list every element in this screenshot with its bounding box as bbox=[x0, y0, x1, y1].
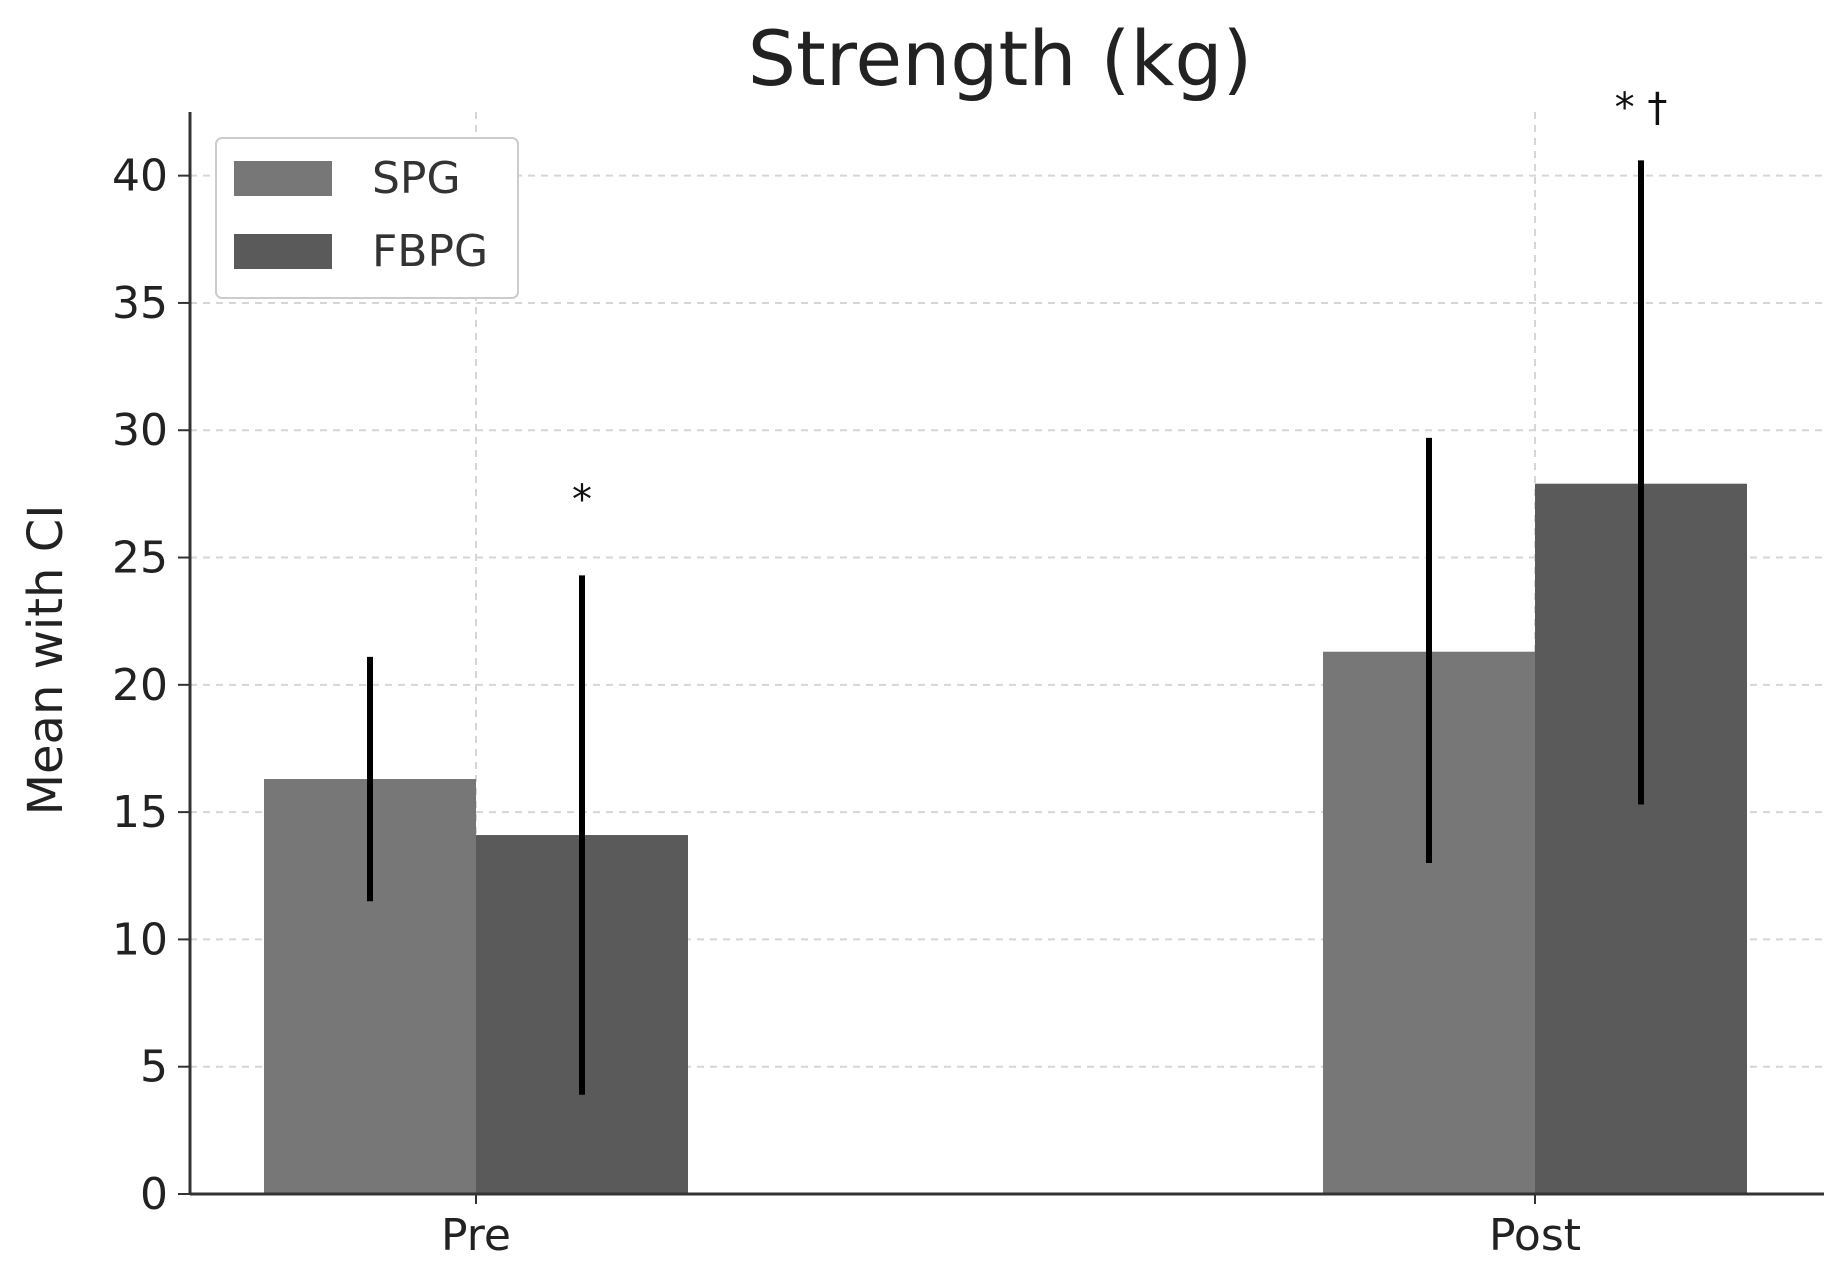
y-tick-label-20: 20 bbox=[112, 660, 168, 711]
legend-swatch-spg bbox=[234, 161, 332, 196]
x-tick-label-post: Post bbox=[1489, 1210, 1581, 1261]
y-axis-label: Mean with CI bbox=[18, 505, 74, 816]
tick-labels: 0 5 10 15 20 25 30 35 40 Pre Post bbox=[112, 151, 1581, 1261]
y-tick-label-25: 25 bbox=[112, 533, 168, 584]
annotations: * * † bbox=[572, 85, 1667, 523]
y-tick-label-15: 15 bbox=[112, 787, 168, 838]
significance-annotation-2: * † bbox=[1615, 85, 1668, 131]
error-bars bbox=[367, 160, 1644, 1095]
chart-title: Strength (kg) bbox=[748, 14, 1252, 103]
y-tick-label-0: 0 bbox=[140, 1169, 168, 1220]
y-tick-label-35: 35 bbox=[112, 278, 168, 329]
y-tick-label-5: 5 bbox=[140, 1042, 168, 1093]
y-tick-label-40: 40 bbox=[112, 151, 168, 202]
significance-annotation-1: * bbox=[572, 477, 592, 523]
legend-swatch-fbpg bbox=[234, 234, 332, 269]
legend: SPG FBPG bbox=[215, 137, 519, 299]
y-tick-label-10: 10 bbox=[112, 914, 168, 965]
legend-label-fbpg: FBPG bbox=[372, 226, 488, 277]
axes bbox=[178, 112, 1824, 1204]
x-tick-label-pre: Pre bbox=[441, 1210, 511, 1261]
y-tick-label-30: 30 bbox=[112, 405, 168, 456]
legend-label-spg: SPG bbox=[372, 153, 461, 204]
